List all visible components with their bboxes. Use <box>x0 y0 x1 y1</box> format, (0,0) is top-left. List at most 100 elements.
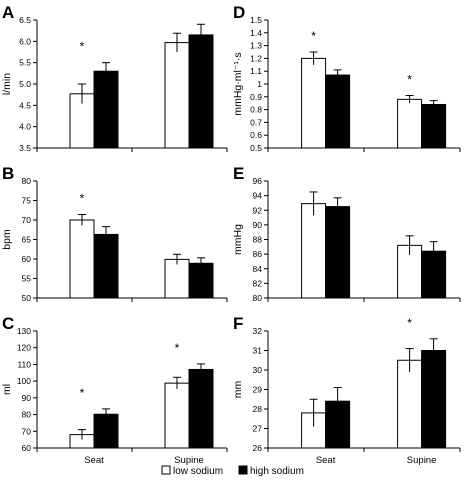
y-tick-label-e: 86 <box>253 249 263 259</box>
y-tick-label-c: 70 <box>22 426 32 436</box>
legend-label-low-sodium: low sodium <box>173 466 223 477</box>
bar-d-seat-low-sodium <box>301 57 327 149</box>
y-tick-label-f: 31 <box>253 346 263 356</box>
y-tick-label-f: 27 <box>253 424 263 434</box>
bar-c-supine-low-sodium <box>164 382 190 449</box>
y-tick-label-c: 110 <box>17 359 31 369</box>
y-tick-label-d: 1.1 <box>250 66 262 76</box>
bar-d-supine-high-sodium <box>421 103 447 149</box>
y-tick-label-d: 0.7 <box>250 117 262 127</box>
legend-swatch-high-sodium <box>238 465 248 475</box>
bar-b-seat-low-sodium <box>69 219 95 299</box>
panel-a: A 3.5 4.0 4.5 5.0 5.5 6.0 6.5 l/min * <box>1 3 228 153</box>
legend: low sodium high sodium <box>161 465 304 477</box>
y-tick-label-d: 1.2 <box>250 53 262 63</box>
y-tick-label-d: 1.4 <box>250 28 262 38</box>
y-tick-label-a: 3.5 <box>19 143 31 153</box>
y-tick-label-a: 5.0 <box>19 79 31 89</box>
y-tick-label-b: 80 <box>22 176 32 186</box>
y-axis-label-a: l/min <box>1 73 13 95</box>
bar-a-supine-high-sodium <box>188 34 214 149</box>
panel-letter-d: D <box>233 3 245 22</box>
bar-a-supine-low-sodium <box>164 42 190 149</box>
significance-mark-d: * <box>311 29 316 43</box>
y-tick-label-d: 1 <box>257 79 262 89</box>
panel-b: B 50 55 60 65 70 75 80 bpm * <box>1 164 228 303</box>
y-tick-label-d: 0.6 <box>250 130 262 140</box>
y-tick-label-a: 5.5 <box>19 58 31 68</box>
panel-letter-c: C <box>2 314 14 333</box>
y-tick-label-e: 96 <box>253 176 263 186</box>
bar-a-seat-high-sodium <box>93 70 119 149</box>
bar-d-supine-low-sodium <box>397 98 423 149</box>
bar-f-supine-low-sodium <box>397 359 423 449</box>
y-axis-label-f: mm <box>232 381 244 399</box>
y-tick-label-a: 6.0 <box>19 36 31 46</box>
y-tick-label-c: 90 <box>22 393 32 403</box>
bar-b-supine-high-sodium <box>188 262 214 299</box>
y-tick-label-f: 28 <box>253 404 263 414</box>
y-tick-label-d: 0.9 <box>250 92 262 102</box>
y-tick-label-e: 90 <box>253 220 263 230</box>
category-label-c-supine: Supine <box>174 455 204 466</box>
y-tick-label-e: 84 <box>253 264 263 274</box>
panel-letter-b: B <box>2 164 14 183</box>
y-tick-label-b: 50 <box>22 293 32 303</box>
y-tick-label-b: 65 <box>22 235 32 245</box>
y-axis-label-d: mmHg·ml⁻¹·s <box>232 52 244 115</box>
y-tick-label-a: 4.0 <box>19 122 31 132</box>
significance-mark-c: * <box>175 341 180 355</box>
bar-c-supine-high-sodium <box>188 368 214 449</box>
panel-e: E 80 82 84 86 88 90 92 94 96 mmHg <box>232 164 461 303</box>
y-tick-label-c: 100 <box>17 376 31 386</box>
significance-mark-f: * <box>407 316 412 330</box>
y-tick-label-e: 92 <box>253 205 263 215</box>
y-tick-label-c: 120 <box>17 343 31 353</box>
bar-b-seat-high-sodium <box>93 233 119 299</box>
y-tick-label-a: 4.5 <box>19 100 31 110</box>
significance-mark-a: * <box>80 40 85 54</box>
bar-c-seat-high-sodium <box>93 413 119 449</box>
significance-mark-b: * <box>80 192 85 206</box>
category-label-f-seat: Seat <box>316 455 336 466</box>
panel-letter-f: F <box>233 314 243 333</box>
y-tick-label-f: 26 <box>253 443 263 453</box>
y-tick-label-a: 6.5 <box>19 15 31 25</box>
legend-label-high-sodium: high sodium <box>250 466 304 477</box>
y-tick-label-e: 88 <box>253 235 263 245</box>
y-tick-label-b: 70 <box>22 215 32 225</box>
legend-swatch-low-sodium <box>161 465 171 475</box>
y-tick-label-e: 94 <box>253 191 263 201</box>
y-axis-label-b: bpm <box>1 229 13 250</box>
panel-f: F 26 27 28 29 30 31 32 mm Seat * Supine <box>232 314 461 466</box>
y-tick-label-c: 80 <box>22 410 32 420</box>
bar-b-supine-low-sodium <box>164 258 190 299</box>
bar-f-supine-high-sodium <box>421 350 447 449</box>
y-tick-label-b: 75 <box>22 196 32 206</box>
chart-panels: A 3.5 4.0 4.5 5.0 5.5 6.0 6.5 l/min * B 50 55 60 65 70 7… <box>1 3 461 466</box>
y-tick-label-f: 29 <box>253 385 263 395</box>
y-tick-label-f: 32 <box>253 326 263 336</box>
panel-letter-a: A <box>2 3 14 22</box>
y-tick-label-d: 1.3 <box>250 41 262 51</box>
bar-d-seat-high-sodium <box>325 74 351 149</box>
y-tick-label-c: 130 <box>17 326 31 336</box>
y-tick-label-d: 0.8 <box>250 105 262 115</box>
y-tick-label-e: 82 <box>253 278 263 288</box>
significance-mark-c: * <box>80 386 85 400</box>
y-tick-label-b: 55 <box>22 274 32 284</box>
y-axis-label-c: ml <box>1 384 13 395</box>
panel-letter-e: E <box>233 164 244 183</box>
y-tick-label-b: 60 <box>22 254 32 264</box>
category-label-c-seat: Seat <box>84 455 104 466</box>
bar-e-seat-high-sodium <box>325 206 351 299</box>
panel-d: D 0.5 0.6 0.7 0.8 0.9 1 1.1 1.2 1.3 1.4 1.5 mmHg·ml⁻… <box>232 3 461 153</box>
y-tick-label-d: 0.5 <box>250 143 262 153</box>
panel-c: C 60 70 80 90 100 110 120 130 ml * Seat * Supine <box>1 314 228 466</box>
bar-e-seat-low-sodium <box>301 203 327 299</box>
y-tick-label-d: 1.5 <box>250 15 262 25</box>
y-tick-label-f: 30 <box>253 365 263 375</box>
significance-mark-d: * <box>407 73 412 87</box>
category-label-f-supine: Supine <box>407 455 437 466</box>
